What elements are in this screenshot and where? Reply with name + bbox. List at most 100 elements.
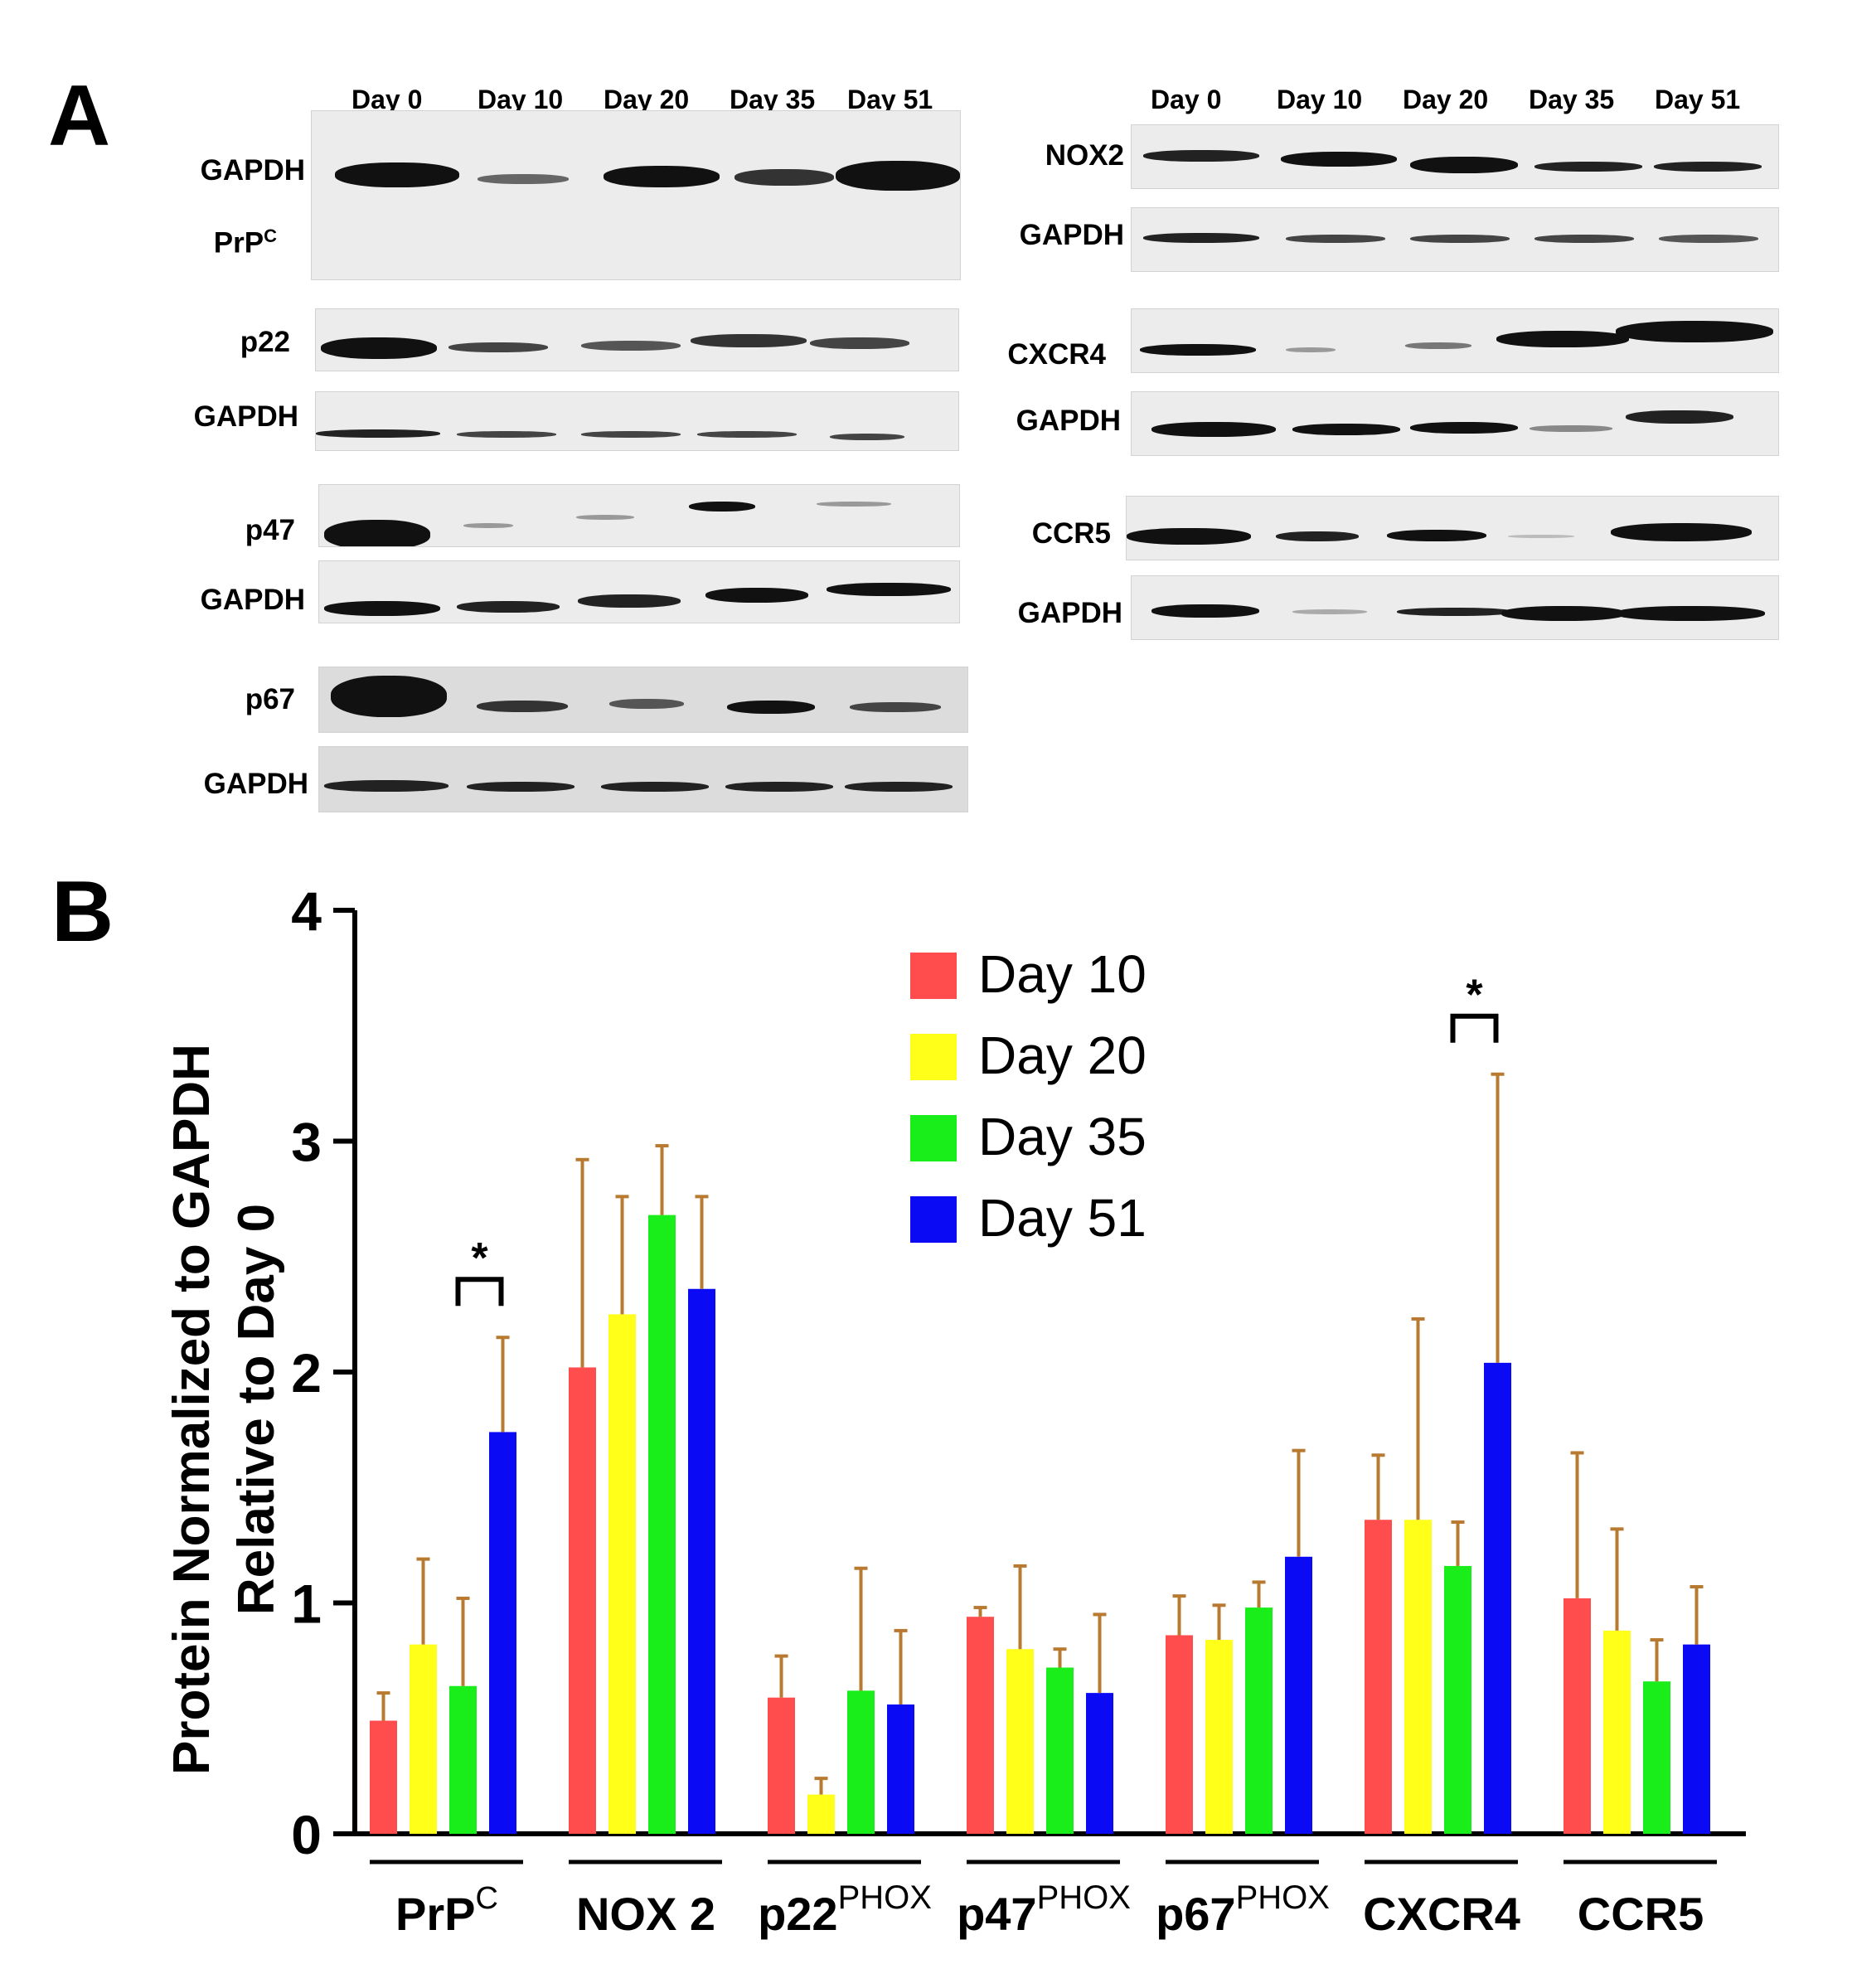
bar-day-10: [1564, 1598, 1591, 1834]
category-label: PrPC: [395, 1881, 498, 1940]
prpc-base: PrP: [213, 226, 264, 259]
band: [576, 515, 634, 520]
legend-label: Day 10: [978, 944, 1147, 1004]
category-label-base: p47: [957, 1888, 1037, 1940]
category-label-superscript: PHOX: [1037, 1879, 1131, 1916]
bar-day-20: [1603, 1630, 1631, 1834]
blot-gapdh-6: [1131, 391, 1779, 456]
band: [1508, 535, 1574, 538]
lane-label-day20-right: Day 20: [1403, 85, 1489, 114]
category-label: CXCR4: [1363, 1888, 1520, 1940]
band: [850, 702, 941, 712]
label-nox2: NOX2: [1045, 139, 1124, 172]
bar-day-10: [370, 1720, 397, 1834]
category-label-superscript: PHOX: [1236, 1879, 1330, 1916]
band: [457, 431, 556, 438]
category-label-base: NOX 2: [576, 1888, 715, 1940]
bar-day-20: [807, 1794, 835, 1834]
blot-gapdh-7: [1131, 575, 1779, 640]
blot-nox2: [1131, 124, 1779, 189]
band: [463, 523, 513, 528]
legend-swatch-day-51: [910, 1196, 957, 1243]
band: [1654, 162, 1762, 172]
significance-star: *: [471, 1234, 488, 1283]
bar-day-20: [608, 1314, 636, 1834]
legend-swatch-day-20: [910, 1034, 957, 1080]
legend-label: Day 20: [978, 1026, 1147, 1085]
band: [457, 601, 560, 613]
bar-day-35: [648, 1215, 676, 1834]
y-tick-label: 1: [291, 1573, 322, 1635]
lane-label-day0-right: Day 0: [1151, 85, 1222, 114]
bar-day-51: [887, 1704, 914, 1834]
bar-day-10: [768, 1697, 795, 1834]
blot-gapdh-prpc: [311, 110, 961, 280]
y-tick-label: 2: [291, 1342, 322, 1404]
band: [1143, 150, 1259, 162]
blot-gapdh-5: [1131, 207, 1779, 272]
lane-label-day35-left: Day 35: [730, 85, 816, 114]
band: [1281, 152, 1397, 167]
blot-gapdh-4: [318, 746, 968, 812]
y-axis-label: Protein Normalized to GAPDH Relative to …: [163, 1044, 285, 1775]
band: [1276, 531, 1359, 541]
band: [1496, 331, 1629, 347]
category-label-base: p22: [758, 1888, 838, 1940]
bar-day-20: [1006, 1649, 1034, 1834]
band: [836, 161, 960, 191]
bar-day-35: [1643, 1681, 1670, 1834]
band: [1410, 422, 1518, 434]
label-p67: p67: [245, 683, 295, 715]
band: [1397, 608, 1513, 616]
bar-day-51: [1683, 1644, 1710, 1834]
blot-gapdh-3: [318, 560, 960, 623]
band: [697, 431, 797, 438]
band: [705, 588, 808, 603]
band: [1405, 342, 1471, 349]
label-p22: p22: [240, 326, 290, 358]
band: [734, 169, 834, 186]
bar-day-10: [967, 1617, 994, 1834]
bar-day-10: [1166, 1635, 1193, 1834]
label-ccr5: CCR5: [1031, 517, 1111, 550]
band: [817, 502, 891, 507]
y-axis-label-line2: Relative to Day 0: [228, 1204, 285, 1615]
blot-p67: [318, 667, 968, 733]
bars: **: [370, 972, 1710, 1834]
y-axis-label-line1: Protein Normalized to GAPDH: [163, 1044, 221, 1775]
label-gapdh-2: GAPDH: [193, 400, 298, 433]
label-gapdh-1: GAPDH: [200, 154, 305, 187]
lane-label-day35-right: Day 35: [1529, 85, 1615, 114]
band: [1616, 321, 1773, 342]
bar-day-20: [410, 1644, 437, 1834]
category-label: NOX 2: [576, 1888, 715, 1940]
band: [727, 701, 815, 714]
bar-day-20: [1205, 1640, 1233, 1834]
band: [324, 601, 440, 616]
legend: Day 10 Day 20 Day 35 Day 51: [910, 944, 1147, 1248]
blot-p22: [315, 308, 959, 371]
category-label: p67PHOX: [1156, 1879, 1330, 1940]
bar-day-51: [1484, 1362, 1511, 1834]
band: [609, 699, 684, 709]
band: [1151, 604, 1259, 618]
bar-day-35: [449, 1685, 477, 1834]
band: [448, 342, 548, 352]
category-label: CCR5: [1578, 1888, 1704, 1940]
band: [1611, 523, 1752, 541]
blot-ccr5: [1126, 496, 1779, 560]
band: [1501, 606, 1626, 621]
bar-day-35: [1444, 1565, 1471, 1834]
band: [478, 174, 569, 184]
band: [467, 782, 575, 792]
band: [725, 782, 833, 792]
band: [845, 782, 953, 792]
lane-label-day10-left: Day 10: [478, 85, 564, 114]
bar-day-35: [1046, 1667, 1074, 1834]
bar-day-35: [1245, 1607, 1273, 1834]
band: [477, 701, 568, 712]
legend-label: Day 51: [978, 1188, 1147, 1248]
lane-label-day51-left: Day 51: [847, 85, 933, 114]
band: [1616, 606, 1765, 621]
